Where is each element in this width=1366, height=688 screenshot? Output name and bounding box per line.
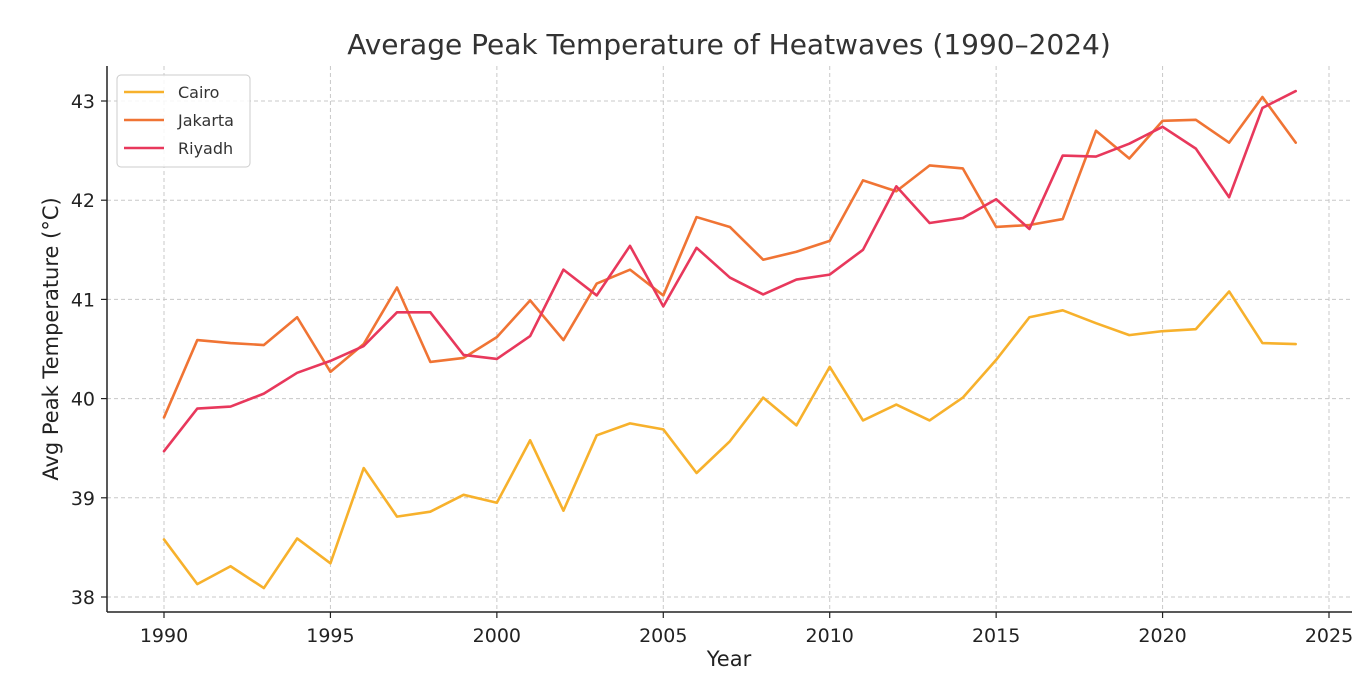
x-tick-label: 1990 xyxy=(140,625,188,647)
x-axis-label: Year xyxy=(706,647,752,671)
chart-title: Average Peak Temperature of Heatwaves (1… xyxy=(347,28,1111,61)
axes xyxy=(106,66,1352,613)
x-tick-label: 2005 xyxy=(639,625,687,647)
x-tick-label: 2010 xyxy=(806,625,854,647)
x-tick-label: 2015 xyxy=(972,625,1020,647)
series-line-riyadh xyxy=(162,89,1298,453)
legend-label-cairo: Cairo xyxy=(178,83,219,102)
x-tick-label: 2020 xyxy=(1138,625,1186,647)
series-line-cairo xyxy=(162,290,1298,590)
legend-box xyxy=(116,74,251,168)
legend-label-riyadh: Riyadh xyxy=(178,139,233,158)
y-axis-label: Avg Peak Temperature (°C) xyxy=(39,197,63,480)
y-tick-label: 41 xyxy=(71,289,95,311)
series-group xyxy=(162,89,1298,590)
x-tick-label: 2025 xyxy=(1305,625,1353,647)
legend-label-jakarta: Jakarta xyxy=(177,111,234,130)
y-tick-label: 39 xyxy=(71,488,95,510)
x-tick-label: 1995 xyxy=(306,625,354,647)
y-tick-label: 42 xyxy=(71,190,95,212)
legend: Cairo Jakarta Riyadh xyxy=(116,74,251,168)
grid xyxy=(107,66,1352,612)
y-tick-label: 40 xyxy=(71,389,95,411)
y-tick-label: 38 xyxy=(71,587,95,609)
ticks: 1990 1995 2000 2005 2010 2015 2020 2025 38 39 40 41… xyxy=(71,91,1353,647)
x-tick-label: 2000 xyxy=(473,625,521,647)
series-line-jakarta xyxy=(162,95,1298,419)
y-tick-label: 43 xyxy=(71,91,95,113)
